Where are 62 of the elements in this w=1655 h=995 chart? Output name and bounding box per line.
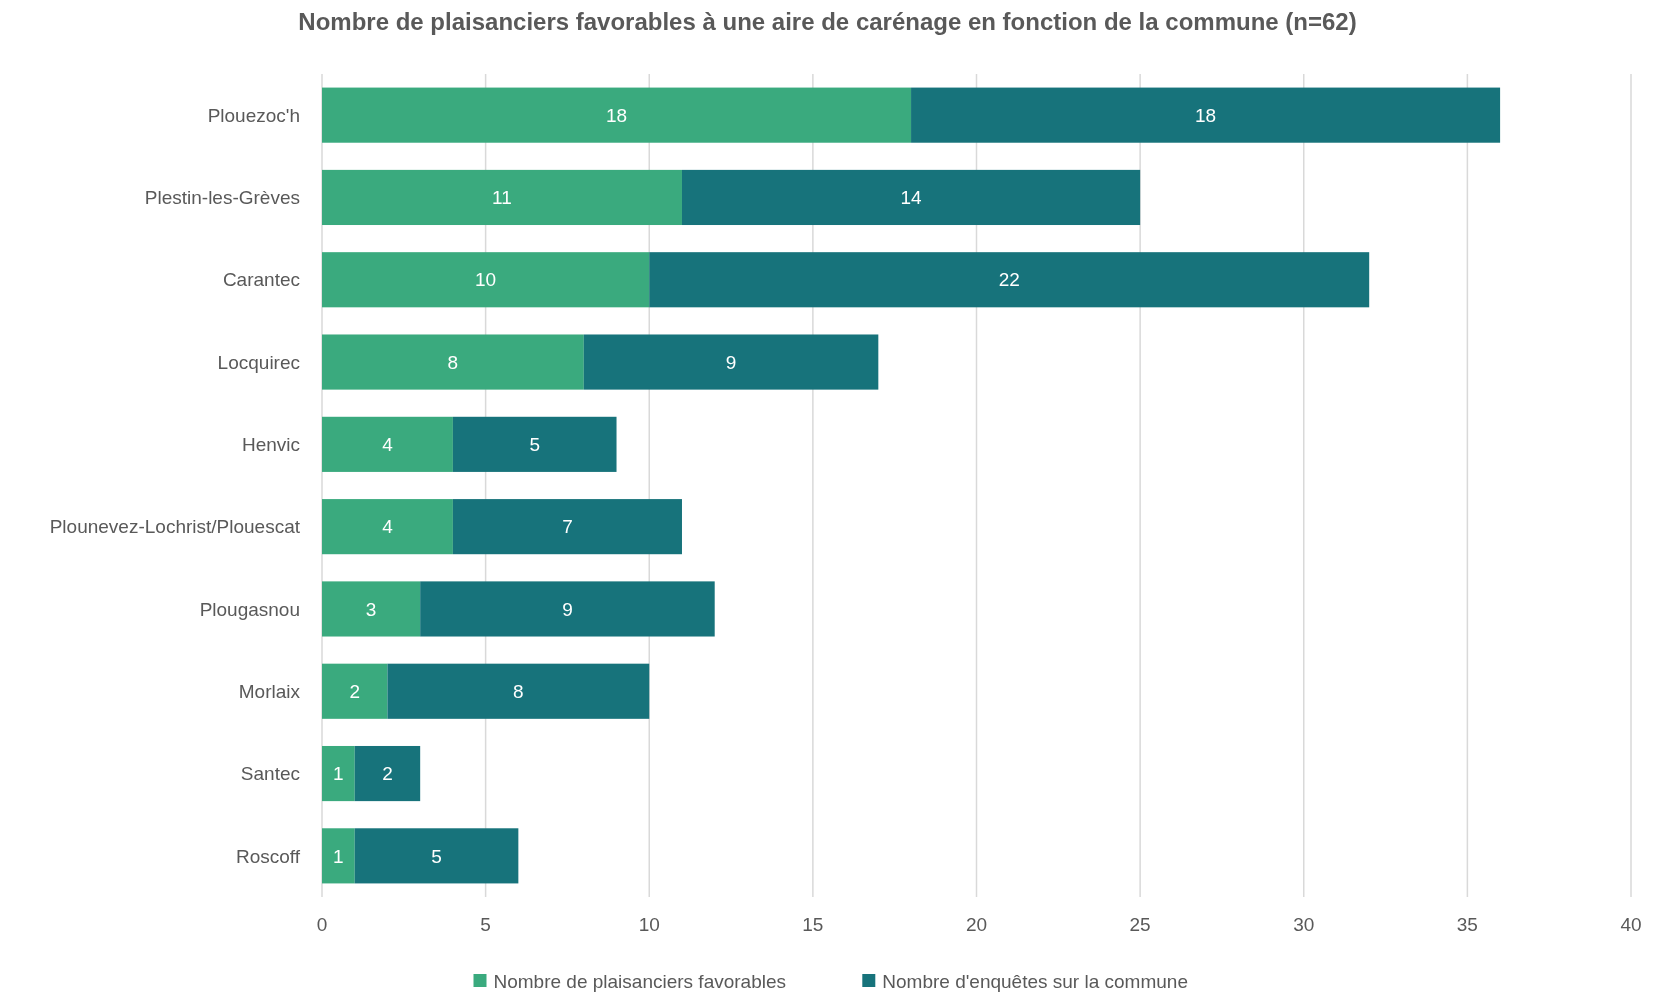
x-tick-label: 25 bbox=[1129, 914, 1151, 935]
bar bbox=[322, 745, 355, 802]
data-label: 5 bbox=[431, 845, 442, 867]
data-label: 8 bbox=[447, 351, 459, 373]
bar bbox=[322, 499, 453, 555]
bar bbox=[387, 663, 650, 719]
bar bbox=[911, 87, 1501, 143]
bar bbox=[322, 252, 650, 308]
data-label: 2 bbox=[349, 680, 361, 702]
data-label: 2 bbox=[382, 763, 393, 785]
x-tick-label: 20 bbox=[965, 914, 988, 935]
y-tick-label: Roscoff bbox=[235, 845, 301, 867]
data-label: 18 bbox=[605, 104, 628, 126]
bar bbox=[649, 252, 1370, 308]
legend-label: Nombre de plaisanciers favorables bbox=[493, 970, 787, 992]
bar bbox=[322, 334, 584, 390]
data-label: 18 bbox=[1195, 104, 1217, 126]
y-tick-label: Santec bbox=[240, 763, 300, 785]
bar bbox=[354, 828, 519, 884]
x-tick-label: 40 bbox=[1620, 914, 1642, 935]
y-tick-label: Plouezoc'h bbox=[207, 104, 300, 126]
y-tick-label: Carantec bbox=[222, 269, 300, 291]
x-tick-label: 30 bbox=[1293, 914, 1315, 935]
x-tick-label: 15 bbox=[802, 914, 824, 935]
chart-title: Nombre de plaisanciers favorables à une aire de carénage en fonction de la commune (n=62) bbox=[298, 8, 1357, 35]
x-tick-label: 0 bbox=[316, 914, 328, 935]
data-label: 4 bbox=[382, 516, 394, 538]
data-label: 22 bbox=[998, 269, 1020, 291]
bar bbox=[452, 416, 617, 472]
bar bbox=[322, 169, 682, 226]
bar bbox=[322, 87, 912, 143]
bar bbox=[354, 745, 421, 802]
y-tick-label: Plougasnou bbox=[199, 598, 300, 620]
bar bbox=[681, 169, 1141, 226]
y-tick-label: Plounevez-Lochrist/Plouescat bbox=[49, 516, 301, 538]
y-tick-label: Locquirec bbox=[217, 351, 300, 373]
bar bbox=[452, 499, 682, 555]
y-tick-label: Henvic bbox=[241, 434, 300, 455]
data-label: 9 bbox=[725, 351, 737, 373]
data-label: 10 bbox=[475, 269, 497, 291]
data-label: 7 bbox=[562, 516, 573, 538]
x-tick-label: 10 bbox=[638, 914, 660, 935]
data-label: 8 bbox=[513, 680, 524, 702]
x-tick-label: 35 bbox=[1456, 914, 1478, 935]
data-label: 3 bbox=[365, 598, 377, 620]
bar bbox=[583, 334, 879, 390]
legend-label: Nombre d'enquêtes sur la commune bbox=[882, 970, 1188, 992]
y-tick-label: Plestin-les-Grèves bbox=[144, 187, 300, 209]
bar bbox=[322, 416, 453, 472]
data-label: 1 bbox=[333, 845, 344, 867]
data-label: 4 bbox=[382, 434, 394, 455]
bar bbox=[322, 663, 388, 719]
bar bbox=[322, 828, 355, 884]
data-label: 9 bbox=[562, 598, 573, 620]
data-label: 5 bbox=[529, 434, 540, 455]
bar bbox=[322, 581, 421, 637]
bar bbox=[420, 581, 715, 637]
data-label: 14 bbox=[900, 187, 923, 209]
data-label: 1 bbox=[333, 763, 344, 785]
x-tick-label: 5 bbox=[480, 914, 491, 935]
y-tick-label: Morlaix bbox=[238, 680, 301, 702]
data-label: 11 bbox=[492, 187, 512, 209]
